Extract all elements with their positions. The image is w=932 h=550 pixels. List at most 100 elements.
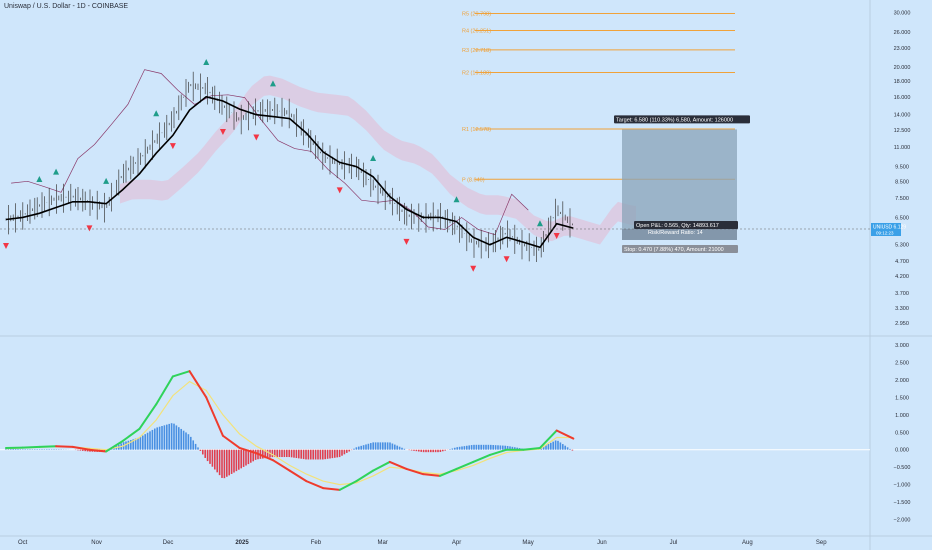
time-axis-label: Oct — [18, 540, 28, 546]
macd-line-segment — [88, 448, 108, 453]
macd-histogram-bar — [134, 438, 137, 450]
macd-line-segment — [422, 473, 441, 477]
macd-line-segment — [105, 439, 124, 453]
price-tick-label: 3.700 — [895, 291, 909, 297]
macd-histogram-bar — [425, 449, 427, 453]
macd-histogram-bar — [346, 449, 348, 453]
macd-histogram-bar — [173, 423, 175, 450]
pnl-label: Open P&L: 0.565, Qty: 14893.617 — [636, 223, 719, 229]
macd-histogram-bar — [266, 449, 269, 458]
macd-histogram-bar — [348, 449, 350, 452]
macd-histogram-bar — [569, 448, 571, 450]
macd-histogram-bar — [545, 445, 547, 450]
macd-histogram-bar — [7, 448, 10, 450]
macd-histogram-bar — [547, 444, 550, 450]
macd-histogram-bar — [358, 446, 360, 450]
macd-line-segment — [188, 370, 208, 399]
macd-histogram-bar — [132, 439, 134, 450]
macd-histogram-bar — [79, 449, 82, 451]
macd-histogram-bar — [202, 449, 204, 455]
macd-line-segment — [221, 434, 241, 449]
macd-histogram-bar — [422, 449, 425, 453]
price-tick-label: 3.300 — [895, 306, 909, 312]
macd-histogram-bar — [394, 444, 396, 450]
price-tick-label: 16.000 — [894, 95, 911, 101]
macd-histogram-bar — [458, 446, 461, 450]
macd-histogram-bar — [334, 449, 336, 458]
macd-histogram-bar — [182, 430, 185, 450]
macd-histogram-bar — [5, 448, 7, 450]
macd-histogram-bar — [461, 446, 463, 450]
macd-histogram-bar — [401, 447, 403, 450]
macd-histogram-bar — [180, 428, 182, 450]
macd-histogram-bar — [360, 445, 362, 450]
macd-line-segment — [388, 460, 408, 470]
time-axis-label: May — [522, 540, 533, 546]
macd-histogram-bar — [384, 442, 386, 450]
countdown-value: 09:12:23 — [876, 230, 894, 235]
macd-line-segment — [438, 467, 458, 477]
macd-histogram-bar — [398, 446, 401, 450]
macd-histogram-bar — [281, 449, 283, 458]
macd-histogram-bar — [226, 449, 228, 477]
macd-histogram-bar — [221, 449, 223, 478]
macd-histogram-bar — [319, 449, 322, 460]
macd-histogram-bar — [194, 443, 197, 450]
macd-histogram-bar — [502, 445, 504, 450]
macd-histogram-bar — [283, 449, 286, 458]
macd-line-segment — [255, 452, 274, 462]
macd-histogram-bar — [137, 437, 139, 450]
macd-histogram-bar — [166, 424, 168, 450]
candles-group — [5, 71, 573, 262]
sell-signal-marker — [86, 225, 93, 232]
macd-tick-label: 0.000 — [895, 448, 909, 454]
price-tick-label: 30.000 — [894, 11, 911, 17]
macd-histogram-bar — [142, 435, 144, 450]
macd-histogram-bar — [154, 428, 156, 450]
macd-histogram-bar — [209, 449, 211, 464]
macd-histogram-bar — [247, 449, 250, 465]
macd-line-segment — [38, 445, 58, 448]
macd-histogram-bar — [242, 449, 245, 467]
stop-label: Stop: 0.470 (7.88%) 470, Amount: 21000 — [624, 247, 724, 253]
macd-histogram-bar — [197, 447, 199, 450]
buy-signal-marker — [103, 177, 110, 184]
macd-tick-label: −2.000 — [894, 518, 911, 524]
macd-histogram-bar — [158, 426, 161, 450]
macd-histogram-bar — [355, 447, 358, 450]
macd-histogram-bar — [278, 449, 281, 458]
macd-line-segment — [55, 445, 74, 448]
macd-histogram-bar — [86, 449, 89, 452]
macd-histogram-bar — [185, 432, 187, 450]
macd-histogram-bar — [230, 449, 233, 474]
macd-histogram-bar — [386, 442, 389, 450]
sell-signal-marker — [503, 256, 510, 263]
macd-tick-label: 2.000 — [895, 378, 909, 384]
target-label: Target: 6.580 (110.33%) 6,580, Amount: 1… — [616, 117, 733, 123]
macd-histogram-bar — [478, 444, 480, 450]
macd-histogram-bar — [295, 449, 298, 459]
macd-histogram-bar — [571, 449, 574, 451]
macd-histogram-bar — [175, 425, 178, 450]
price-tick-label: 18.000 — [894, 79, 911, 85]
time-axis-label: Jul — [670, 540, 678, 546]
macd-histogram-bar — [439, 449, 442, 452]
buy-signal-marker — [53, 168, 60, 175]
macd-line-segment — [472, 453, 491, 463]
macd-line-segment — [171, 370, 191, 378]
macd-histogram-bar — [492, 445, 494, 450]
time-axis-label: Sep — [816, 540, 827, 546]
macd-histogram-bar — [343, 449, 346, 455]
macd-line-segment — [288, 469, 308, 483]
macd-line-segment — [322, 487, 341, 491]
macd-histogram-bar — [271, 449, 274, 458]
macd-histogram-bar — [504, 445, 506, 450]
macd-histogram-bar — [300, 449, 302, 459]
macd-histogram-bar — [262, 449, 264, 459]
macd-histogram-bar — [413, 449, 415, 451]
macd-histogram-bar — [396, 445, 398, 450]
macd-histogram-bar — [336, 449, 338, 458]
macd-line-segment — [238, 446, 258, 455]
macd-histogram-bar — [451, 448, 454, 450]
macd-line-segment — [138, 403, 158, 430]
